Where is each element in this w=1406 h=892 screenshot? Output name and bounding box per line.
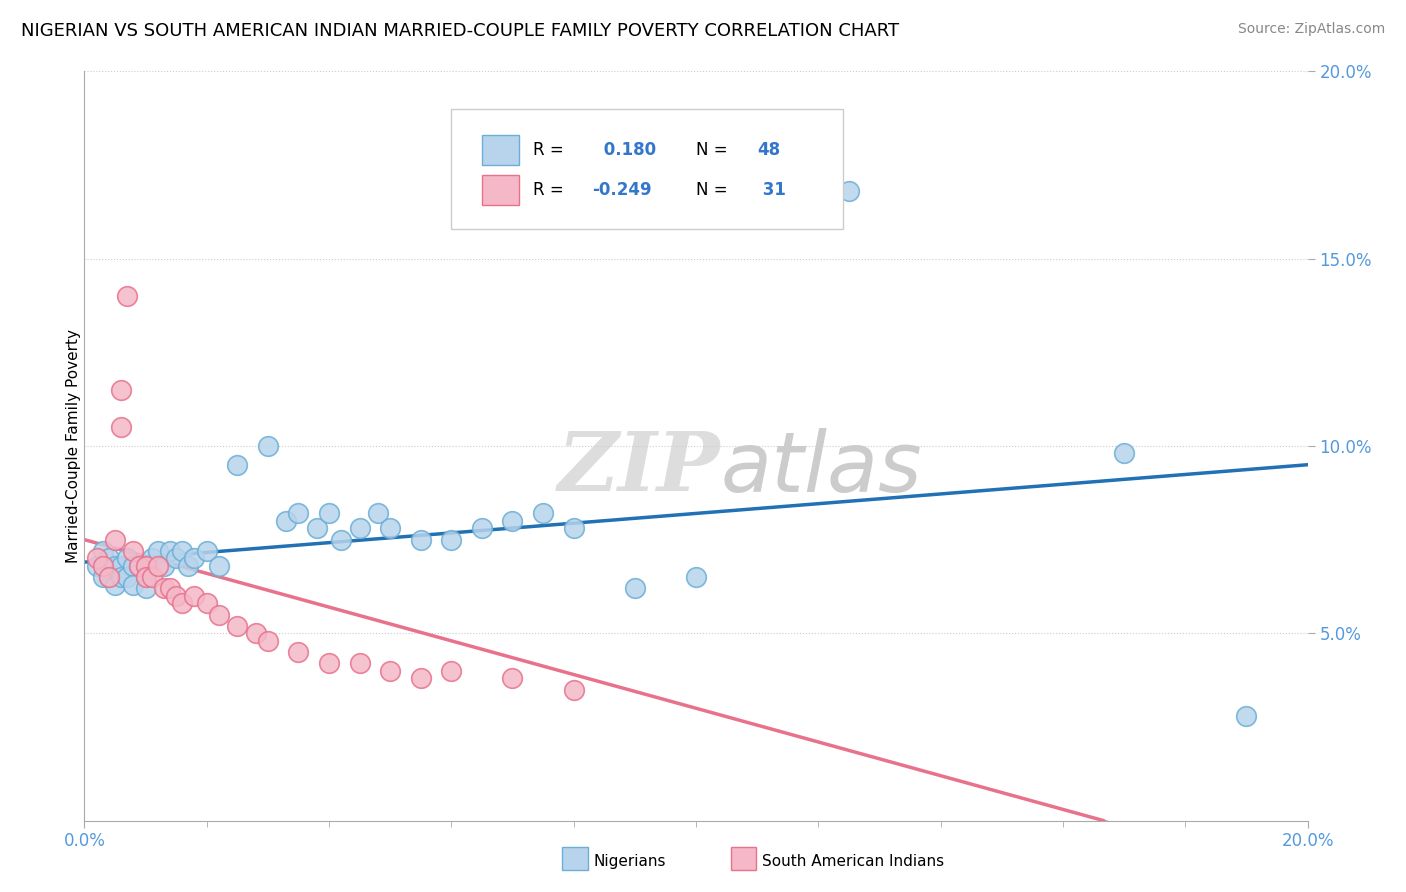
Text: R =: R = [533,141,569,159]
Point [409,533,432,547]
Point [245,626,267,640]
FancyBboxPatch shape [482,175,519,205]
Point [183,551,205,566]
Point [97,570,120,584]
Text: South American Indians: South American Indians [762,855,945,869]
Point [97,551,120,566]
Point [122,558,145,573]
Point [208,558,231,573]
Text: 48: 48 [758,141,780,159]
Point [104,577,127,591]
Point [159,544,181,558]
Point [367,507,389,521]
Point [226,619,249,633]
Point [471,521,494,535]
Text: N =: N = [696,181,733,199]
Point [807,158,830,172]
Point [153,582,176,596]
Point [624,582,647,596]
Point [287,645,309,659]
Point [110,558,132,573]
Point [146,558,169,573]
Point [135,558,157,573]
Point [165,589,187,603]
Text: 0.180: 0.180 [598,141,657,159]
Point [135,570,157,584]
Point [159,582,181,596]
Text: -0.249: -0.249 [592,181,651,199]
Point [128,558,150,573]
Point [165,551,187,566]
Point [409,671,432,685]
Point [1114,446,1136,460]
Text: atlas: atlas [720,428,922,509]
Point [110,383,132,397]
Point [1236,708,1258,723]
Point [115,551,138,566]
Point [276,514,298,528]
Point [172,544,194,558]
Point [122,577,145,591]
Y-axis label: Married-Couple Family Poverty: Married-Couple Family Poverty [66,329,80,563]
Point [91,558,114,573]
Point [128,558,150,573]
Text: Nigerians: Nigerians [593,855,666,869]
Point [349,521,371,535]
Point [685,570,707,584]
Point [226,458,249,472]
Point [86,558,108,573]
Point [195,544,218,558]
Point [330,533,353,547]
Point [135,582,157,596]
Point [380,664,402,678]
Text: 31: 31 [758,181,786,199]
Point [146,544,169,558]
Point [318,507,340,521]
Point [91,544,114,558]
Text: N =: N = [696,141,733,159]
Point [177,558,200,573]
Text: ZIP: ZIP [558,428,720,508]
Text: R =: R = [533,181,569,199]
Point [104,558,127,573]
Point [502,671,524,685]
Point [838,184,860,198]
Point [287,507,309,521]
Point [115,289,138,303]
Point [195,596,218,610]
Point [141,551,163,566]
Point [110,570,132,584]
Point [208,607,231,622]
Point [440,533,463,547]
Point [502,514,524,528]
Point [104,533,127,547]
Point [122,544,145,558]
Point [380,521,402,535]
Point [97,570,120,584]
Point [141,570,163,584]
Point [115,570,138,584]
Point [172,596,194,610]
Point [110,420,132,434]
Point [86,551,108,566]
Point [257,633,280,648]
Point [135,570,157,584]
Point [183,589,205,603]
Point [153,558,176,573]
Point [91,570,114,584]
Text: NIGERIAN VS SOUTH AMERICAN INDIAN MARRIED-COUPLE FAMILY POVERTY CORRELATION CHAR: NIGERIAN VS SOUTH AMERICAN INDIAN MARRIE… [21,22,900,40]
Point [531,507,554,521]
Point [562,521,585,535]
FancyBboxPatch shape [451,109,842,228]
FancyBboxPatch shape [482,135,519,165]
Text: Source: ZipAtlas.com: Source: ZipAtlas.com [1237,22,1385,37]
Point [562,682,585,697]
Point [440,664,463,678]
Point [318,657,340,671]
Point [349,657,371,671]
Point [305,521,328,535]
Point [257,439,280,453]
